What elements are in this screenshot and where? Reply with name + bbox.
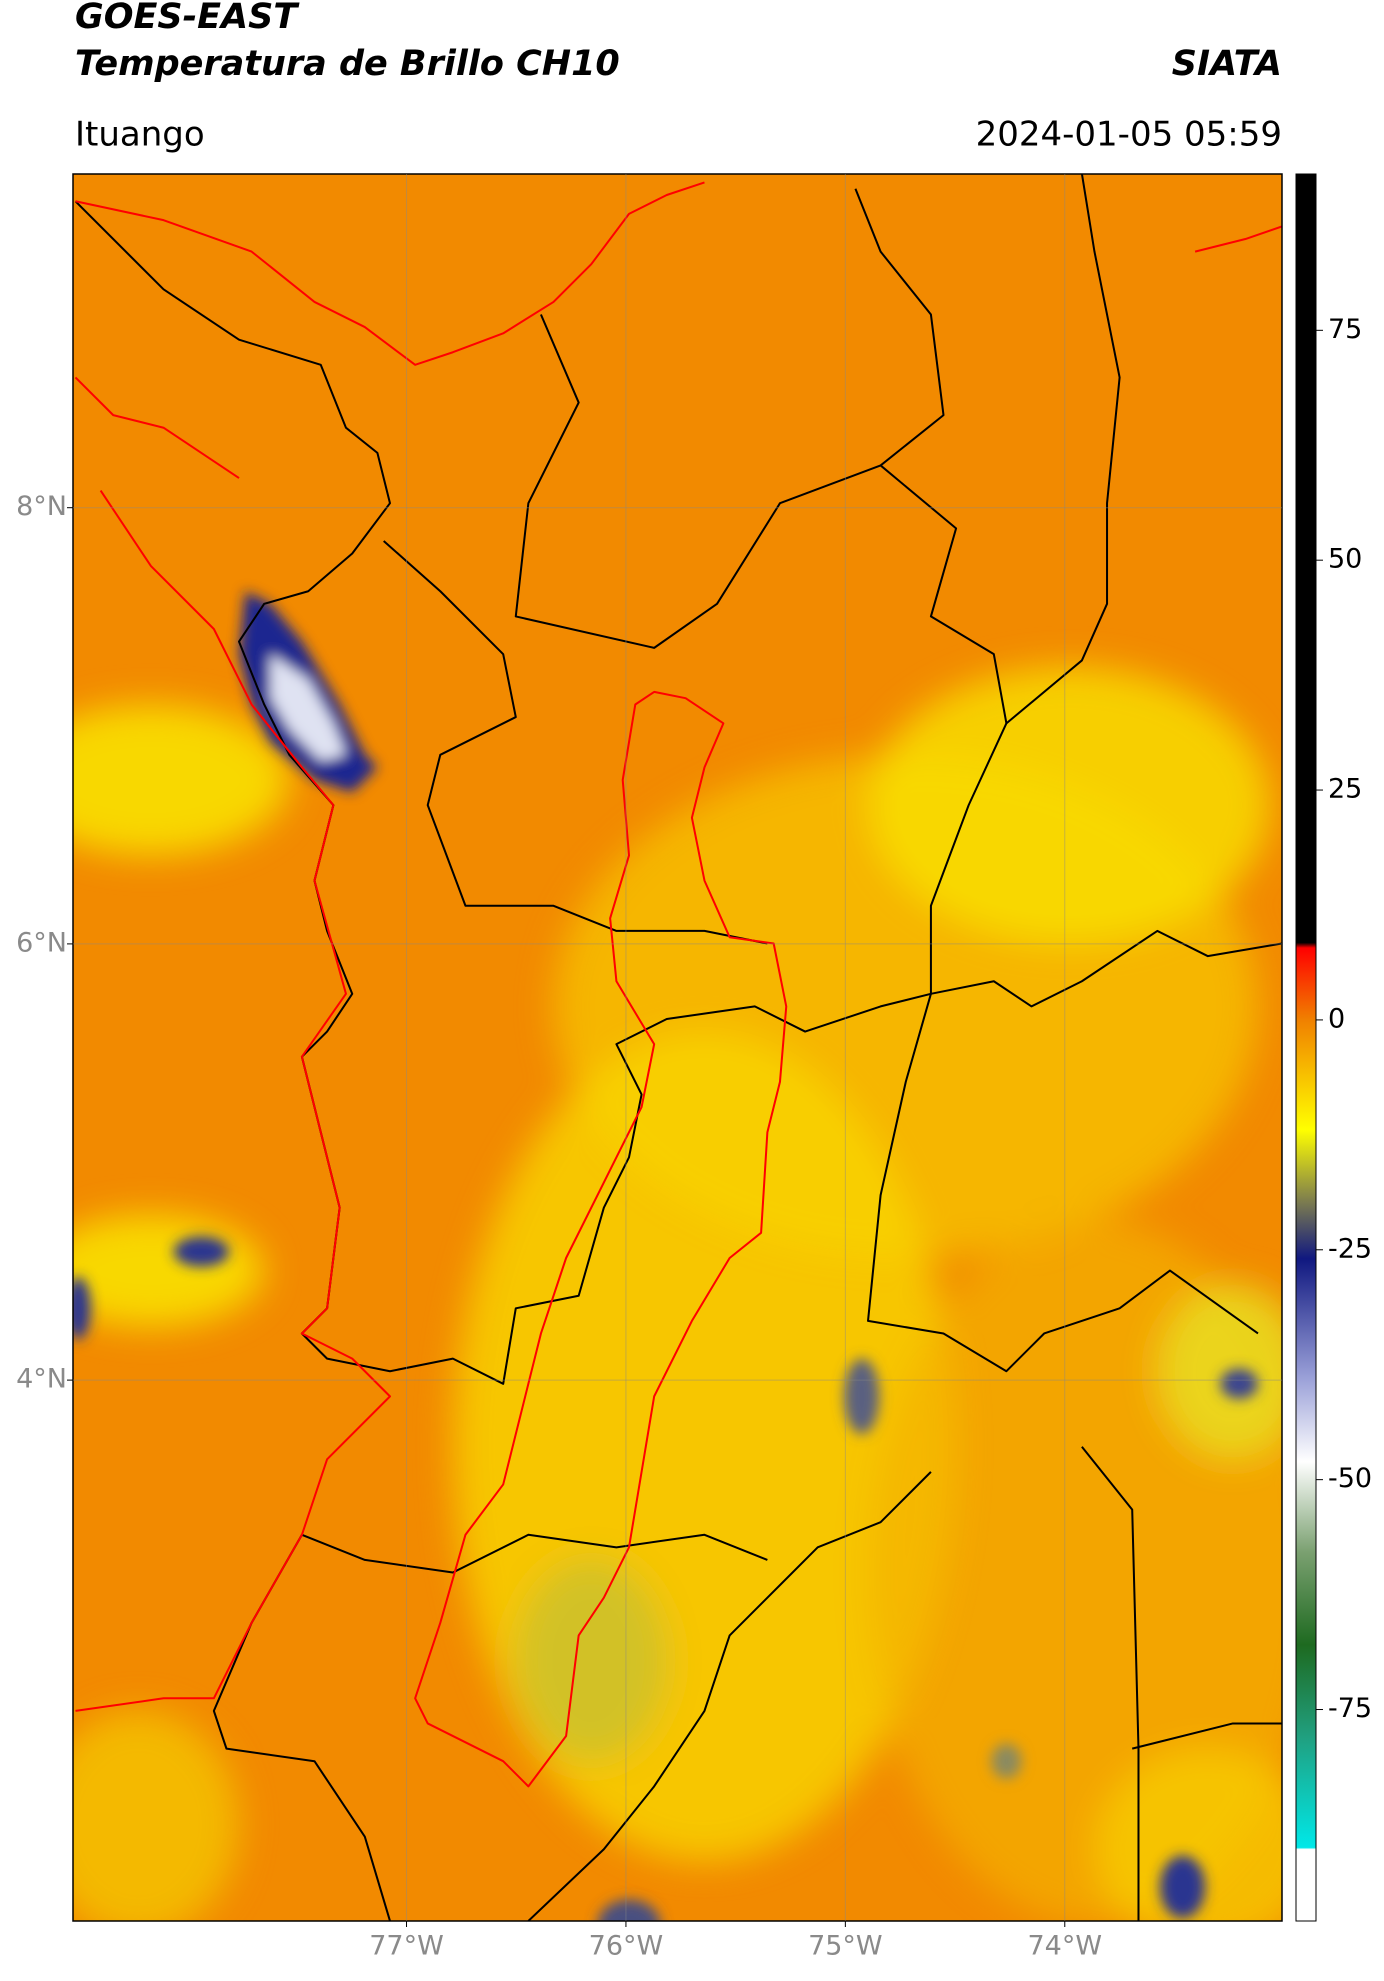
colorbar-tick-label: -75	[1328, 1693, 1372, 1724]
title: GOES-EAST	[75, 0, 300, 37]
colorbar-tick-label: 25	[1328, 774, 1362, 805]
lon-tick-label: 76°W	[589, 1931, 664, 1962]
source: SIATA	[1172, 44, 1282, 84]
colorbar-tick-label: 50	[1328, 544, 1362, 575]
lon-tick-label: 75°W	[808, 1931, 883, 1962]
lat-tick-label: 6°N	[16, 927, 67, 958]
colorbar	[1295, 173, 1317, 1922]
axes: 8°N 6°N 4°N 77°W 76°W 75°W 74°W 75 50 25 0 -25 -50 -7…	[16, 174, 1372, 1962]
datetime: 2024-01-05 05:59	[976, 115, 1282, 155]
colorbar-tick-label: 0	[1328, 1003, 1345, 1034]
lat-tick-label: 8°N	[16, 491, 67, 522]
colorbar-tick-label: -25	[1328, 1233, 1372, 1264]
lon-tick-label: 77°W	[369, 1931, 444, 1962]
colorbar-tick-label: 75	[1328, 314, 1362, 345]
colorbar-tick-label: -50	[1328, 1463, 1372, 1494]
map-frame	[72, 173, 1283, 1922]
lon-tick-label: 74°W	[1027, 1931, 1102, 1962]
satellite-image	[73, 174, 1282, 1921]
lat-tick-label: 4°N	[16, 1364, 67, 1395]
region: Ituango	[75, 115, 205, 155]
subtitle: Temperatura de Brillo CH10	[75, 44, 620, 84]
